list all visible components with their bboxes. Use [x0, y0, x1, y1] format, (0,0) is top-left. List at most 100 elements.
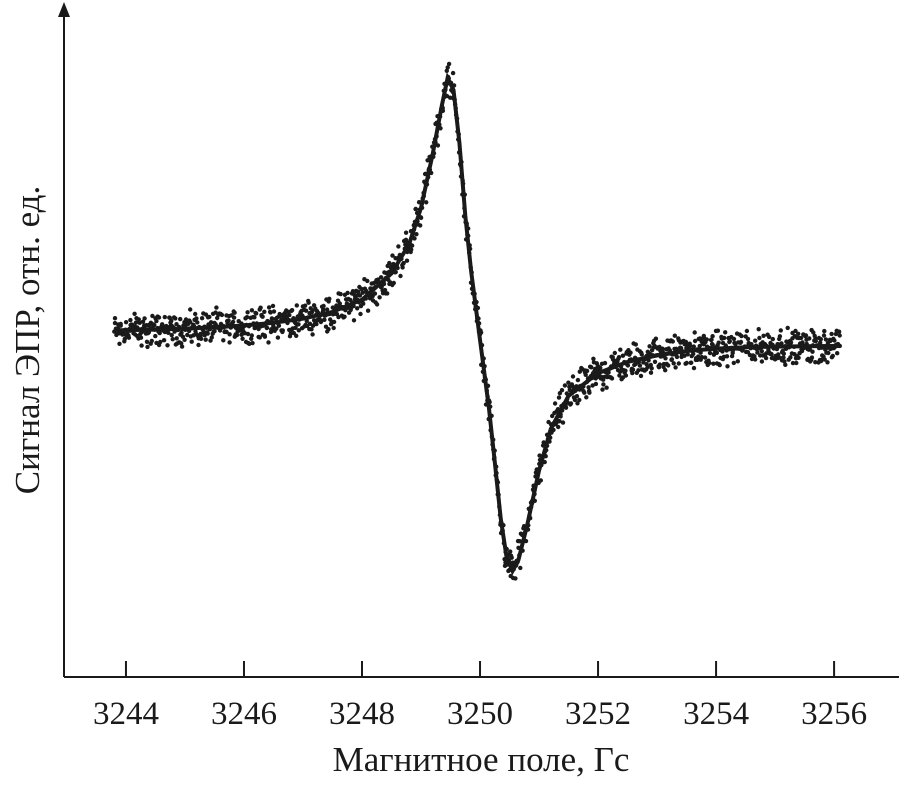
data-point [697, 343, 702, 349]
data-point [424, 200, 429, 205]
data-point [714, 350, 719, 355]
data-point [755, 350, 760, 355]
data-point [268, 310, 273, 315]
data-point [559, 388, 565, 393]
data-point [321, 303, 326, 309]
data-point [684, 360, 689, 366]
data-point [324, 307, 330, 312]
data-point [735, 359, 740, 364]
data-point [630, 370, 635, 376]
data-point [577, 397, 582, 403]
data-point [136, 317, 141, 322]
data-point [717, 362, 722, 368]
data-point [133, 320, 139, 325]
data-point [153, 333, 158, 339]
data-point [689, 360, 694, 365]
data-point [692, 330, 697, 335]
data-point [623, 368, 628, 373]
data-point [214, 305, 219, 310]
data-point [691, 344, 696, 349]
data-point [612, 350, 617, 356]
data-point [710, 342, 715, 347]
data-point [264, 325, 270, 330]
data-point [112, 316, 118, 321]
data-point [207, 314, 212, 320]
data-point [509, 555, 514, 560]
data-point [249, 336, 254, 341]
data-point [398, 273, 403, 279]
data-point [257, 335, 262, 340]
data-point [826, 350, 831, 356]
data-point [401, 260, 406, 266]
data-point [788, 340, 794, 345]
data-point [356, 289, 361, 294]
data-point [249, 333, 254, 338]
data-point [724, 354, 730, 359]
data-point [822, 357, 827, 362]
data-point [403, 237, 409, 242]
data-point [224, 329, 229, 335]
data-point [707, 360, 712, 366]
data-point [193, 311, 198, 317]
data-point [587, 390, 592, 395]
data-point [365, 278, 370, 284]
data-point [759, 349, 764, 354]
data-point [666, 363, 671, 368]
data-point [227, 340, 232, 345]
data-point [647, 344, 652, 349]
data-point [781, 351, 786, 356]
data-point [821, 333, 827, 338]
data-point [583, 372, 588, 377]
x-ticks [124, 661, 836, 677]
data-point [359, 286, 364, 292]
data-point [699, 354, 704, 360]
data-point [132, 311, 137, 316]
data-point [575, 401, 580, 406]
data-point [783, 362, 788, 367]
data-point [245, 310, 250, 315]
data-point [391, 280, 396, 286]
data-point [249, 308, 255, 313]
data-point [331, 319, 337, 325]
data-point [145, 344, 150, 350]
data-point [731, 336, 737, 342]
data-point [702, 355, 708, 360]
data-point [560, 420, 566, 425]
data-point [711, 361, 716, 366]
data-point [591, 356, 596, 361]
data-point [250, 340, 255, 346]
data-point [289, 308, 295, 313]
data-point [169, 332, 174, 338]
data-point [648, 362, 653, 368]
data-point [648, 370, 654, 375]
data-point [731, 360, 736, 366]
data-point [230, 319, 236, 325]
axes [58, 2, 899, 678]
data-point [128, 317, 133, 323]
data-point [777, 334, 783, 339]
data-point [652, 359, 658, 364]
x-tick-label-3246: 3246 [211, 696, 277, 732]
data-point [617, 373, 622, 378]
data-point [169, 318, 174, 323]
data-point [327, 296, 332, 301]
data-point [562, 383, 568, 388]
data-point [673, 365, 678, 370]
data-point [538, 478, 543, 483]
data-point [274, 326, 279, 331]
data-point [582, 390, 587, 395]
data-point [174, 336, 179, 341]
data-point [574, 394, 580, 399]
data-point [418, 223, 423, 228]
data-point [203, 337, 208, 342]
data-point [778, 328, 783, 333]
data-point [244, 315, 250, 320]
data-point [226, 318, 231, 323]
data-point [704, 337, 709, 342]
data-point [575, 377, 581, 383]
data-point [157, 330, 162, 336]
data-point [185, 332, 190, 338]
data-point [309, 327, 314, 332]
data-point [759, 359, 765, 364]
data-point [446, 61, 452, 67]
